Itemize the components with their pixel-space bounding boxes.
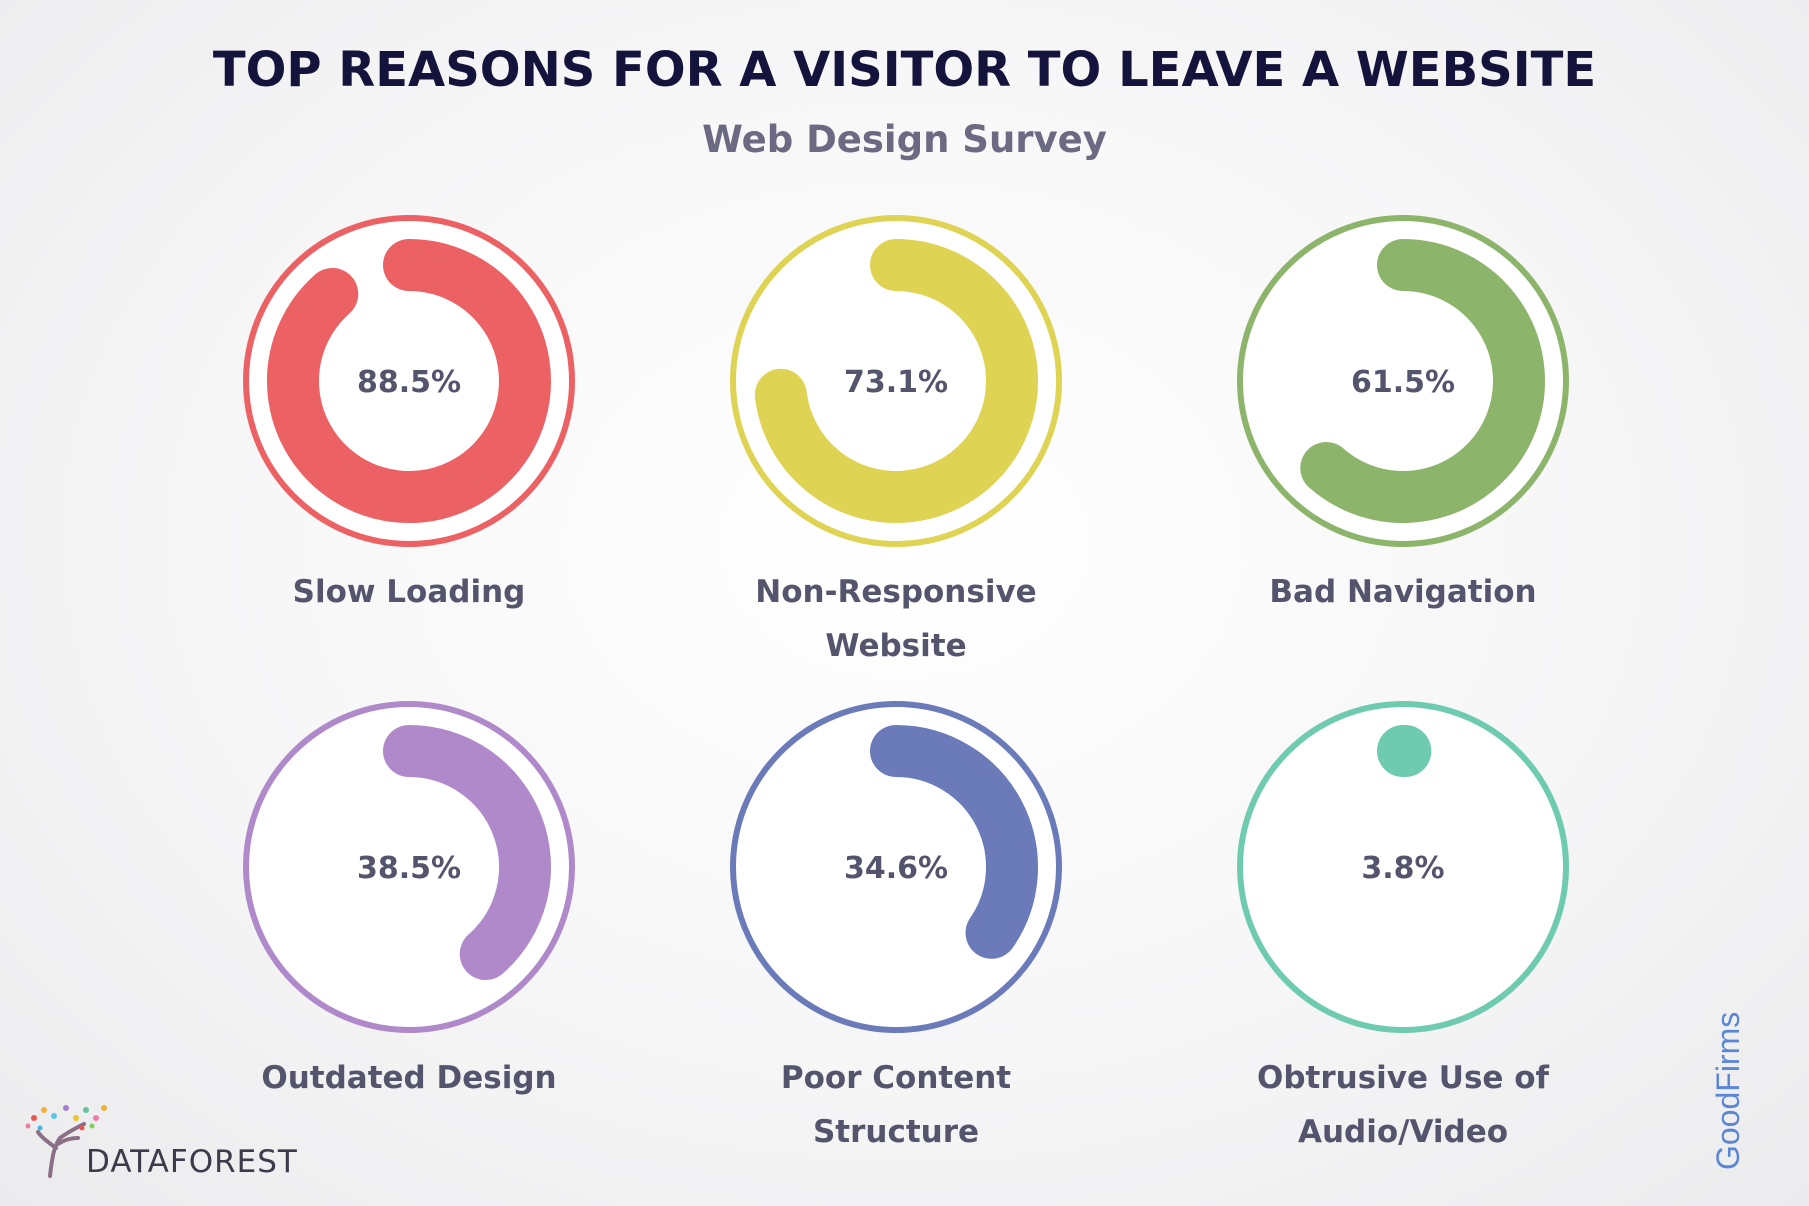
donut-1-value-arc — [267, 239, 551, 523]
donut-5-value-arc — [870, 725, 1038, 959]
donut-2-category-label-line: Non-Responsive — [755, 574, 1037, 610]
donut-6-outer-ring — [1237, 701, 1569, 1033]
donut-2-category-label: Non-Responsive Website — [696, 565, 1096, 673]
donut-5-value-label: 34.6% — [844, 851, 948, 886]
donut-4-category-label-line: Outdated Design — [261, 1060, 557, 1096]
donut-5-category-label-line: Structure — [812, 1114, 980, 1150]
donut-6-category-label-line: Obtrusive Use of — [1256, 1060, 1550, 1096]
donut-2-category-label-line: Website — [825, 628, 967, 664]
donut-3-value-label: 61.5% — [1351, 365, 1455, 400]
donut-4-value-label: 38.5% — [357, 851, 461, 886]
donut-6-category-label: Obtrusive Use of Audio/Video — [1203, 1051, 1603, 1159]
donut-1-category-label-line: Slow Loading — [292, 574, 526, 610]
donut-3-value-arc — [1300, 239, 1545, 523]
donut-5-category-label: Poor Content Structure — [696, 1051, 1096, 1159]
chart-subtitle: Web Design Survey — [702, 118, 1107, 161]
donut-1-category-label: Slow Loading — [209, 565, 609, 619]
donut-4-category-label: Outdated Design — [209, 1051, 609, 1105]
donut-3-category-label-line: Bad Navigation — [1269, 574, 1537, 610]
donut-6-category-label-line: Audio/Video — [1297, 1114, 1509, 1150]
donut-3-category-label: Bad Navigation — [1203, 565, 1603, 619]
dataforest-logo-text: DATAFOREST — [86, 1144, 298, 1180]
donut-1-value-label: 88.5% — [357, 365, 461, 400]
donut-6-value-label: 3.8% — [1361, 851, 1444, 886]
goodfirms-watermark: GoodFirms — [1710, 1011, 1746, 1170]
dataforest-tree-logo — [25, 1105, 107, 1178]
donut-4-value-arc — [383, 725, 551, 981]
chart-title: TOP REASONS FOR A VISITOR TO LEAVE A WEB… — [212, 42, 1597, 98]
donut-2-value-label: 73.1% — [844, 365, 948, 400]
donut-5-category-label-line: Poor Content — [780, 1060, 1012, 1096]
donut-2-value-arc — [754, 239, 1038, 523]
